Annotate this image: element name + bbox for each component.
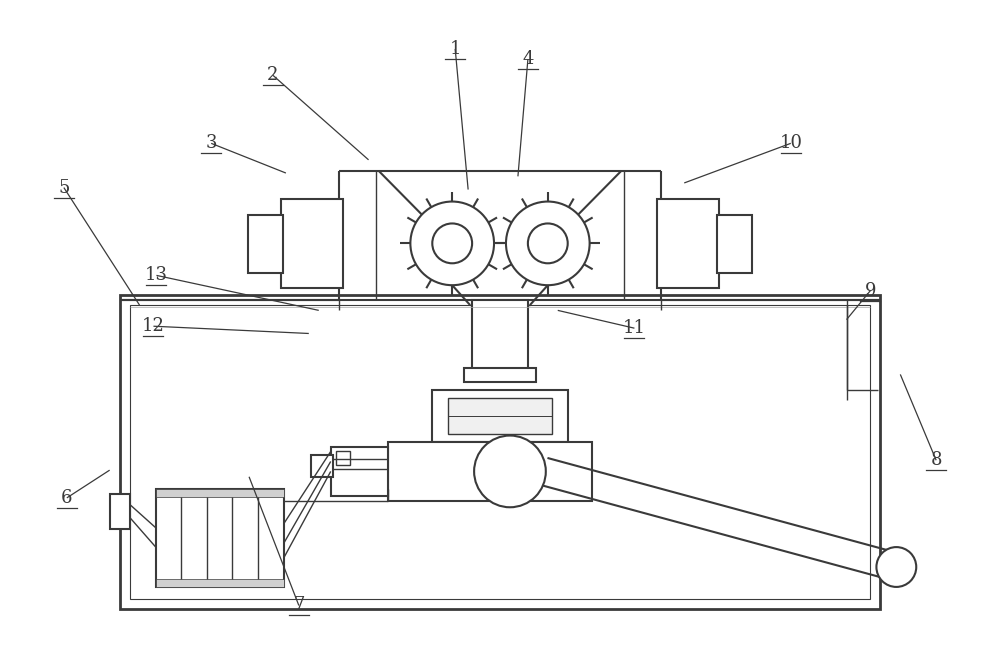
Bar	[717, 215, 752, 273]
Text: 12: 12	[142, 317, 165, 335]
Circle shape	[876, 547, 916, 587]
Bar	[130, 305, 870, 599]
Bar	[388, 442, 592, 501]
Bar	[281, 198, 343, 288]
Bar	[331, 446, 388, 497]
Text: 11: 11	[623, 319, 646, 337]
Text: 5: 5	[58, 178, 70, 196]
Circle shape	[474, 436, 546, 507]
Text: 6: 6	[61, 489, 73, 507]
Bar	[311, 455, 333, 477]
Bar	[336, 452, 350, 465]
Bar	[248, 215, 283, 273]
Circle shape	[432, 223, 472, 263]
Text: 3: 3	[205, 135, 217, 152]
Circle shape	[528, 223, 568, 263]
Text: 1: 1	[449, 40, 461, 58]
Text: 2: 2	[267, 66, 279, 84]
Circle shape	[506, 202, 590, 285]
Bar	[432, 390, 568, 442]
Bar	[156, 579, 284, 587]
Bar	[448, 398, 552, 434]
Bar	[120, 295, 880, 609]
Text: 9: 9	[865, 282, 876, 300]
Text: 8: 8	[930, 452, 942, 469]
Bar	[472, 300, 528, 372]
Text: 10: 10	[779, 135, 802, 152]
Bar	[464, 368, 536, 382]
Bar	[657, 198, 719, 288]
Text: 13: 13	[145, 267, 168, 284]
Bar	[156, 489, 284, 497]
Bar	[156, 489, 284, 587]
Circle shape	[410, 202, 494, 285]
Bar	[110, 495, 130, 529]
Text: 4: 4	[522, 50, 534, 68]
Text: 7: 7	[293, 597, 305, 615]
